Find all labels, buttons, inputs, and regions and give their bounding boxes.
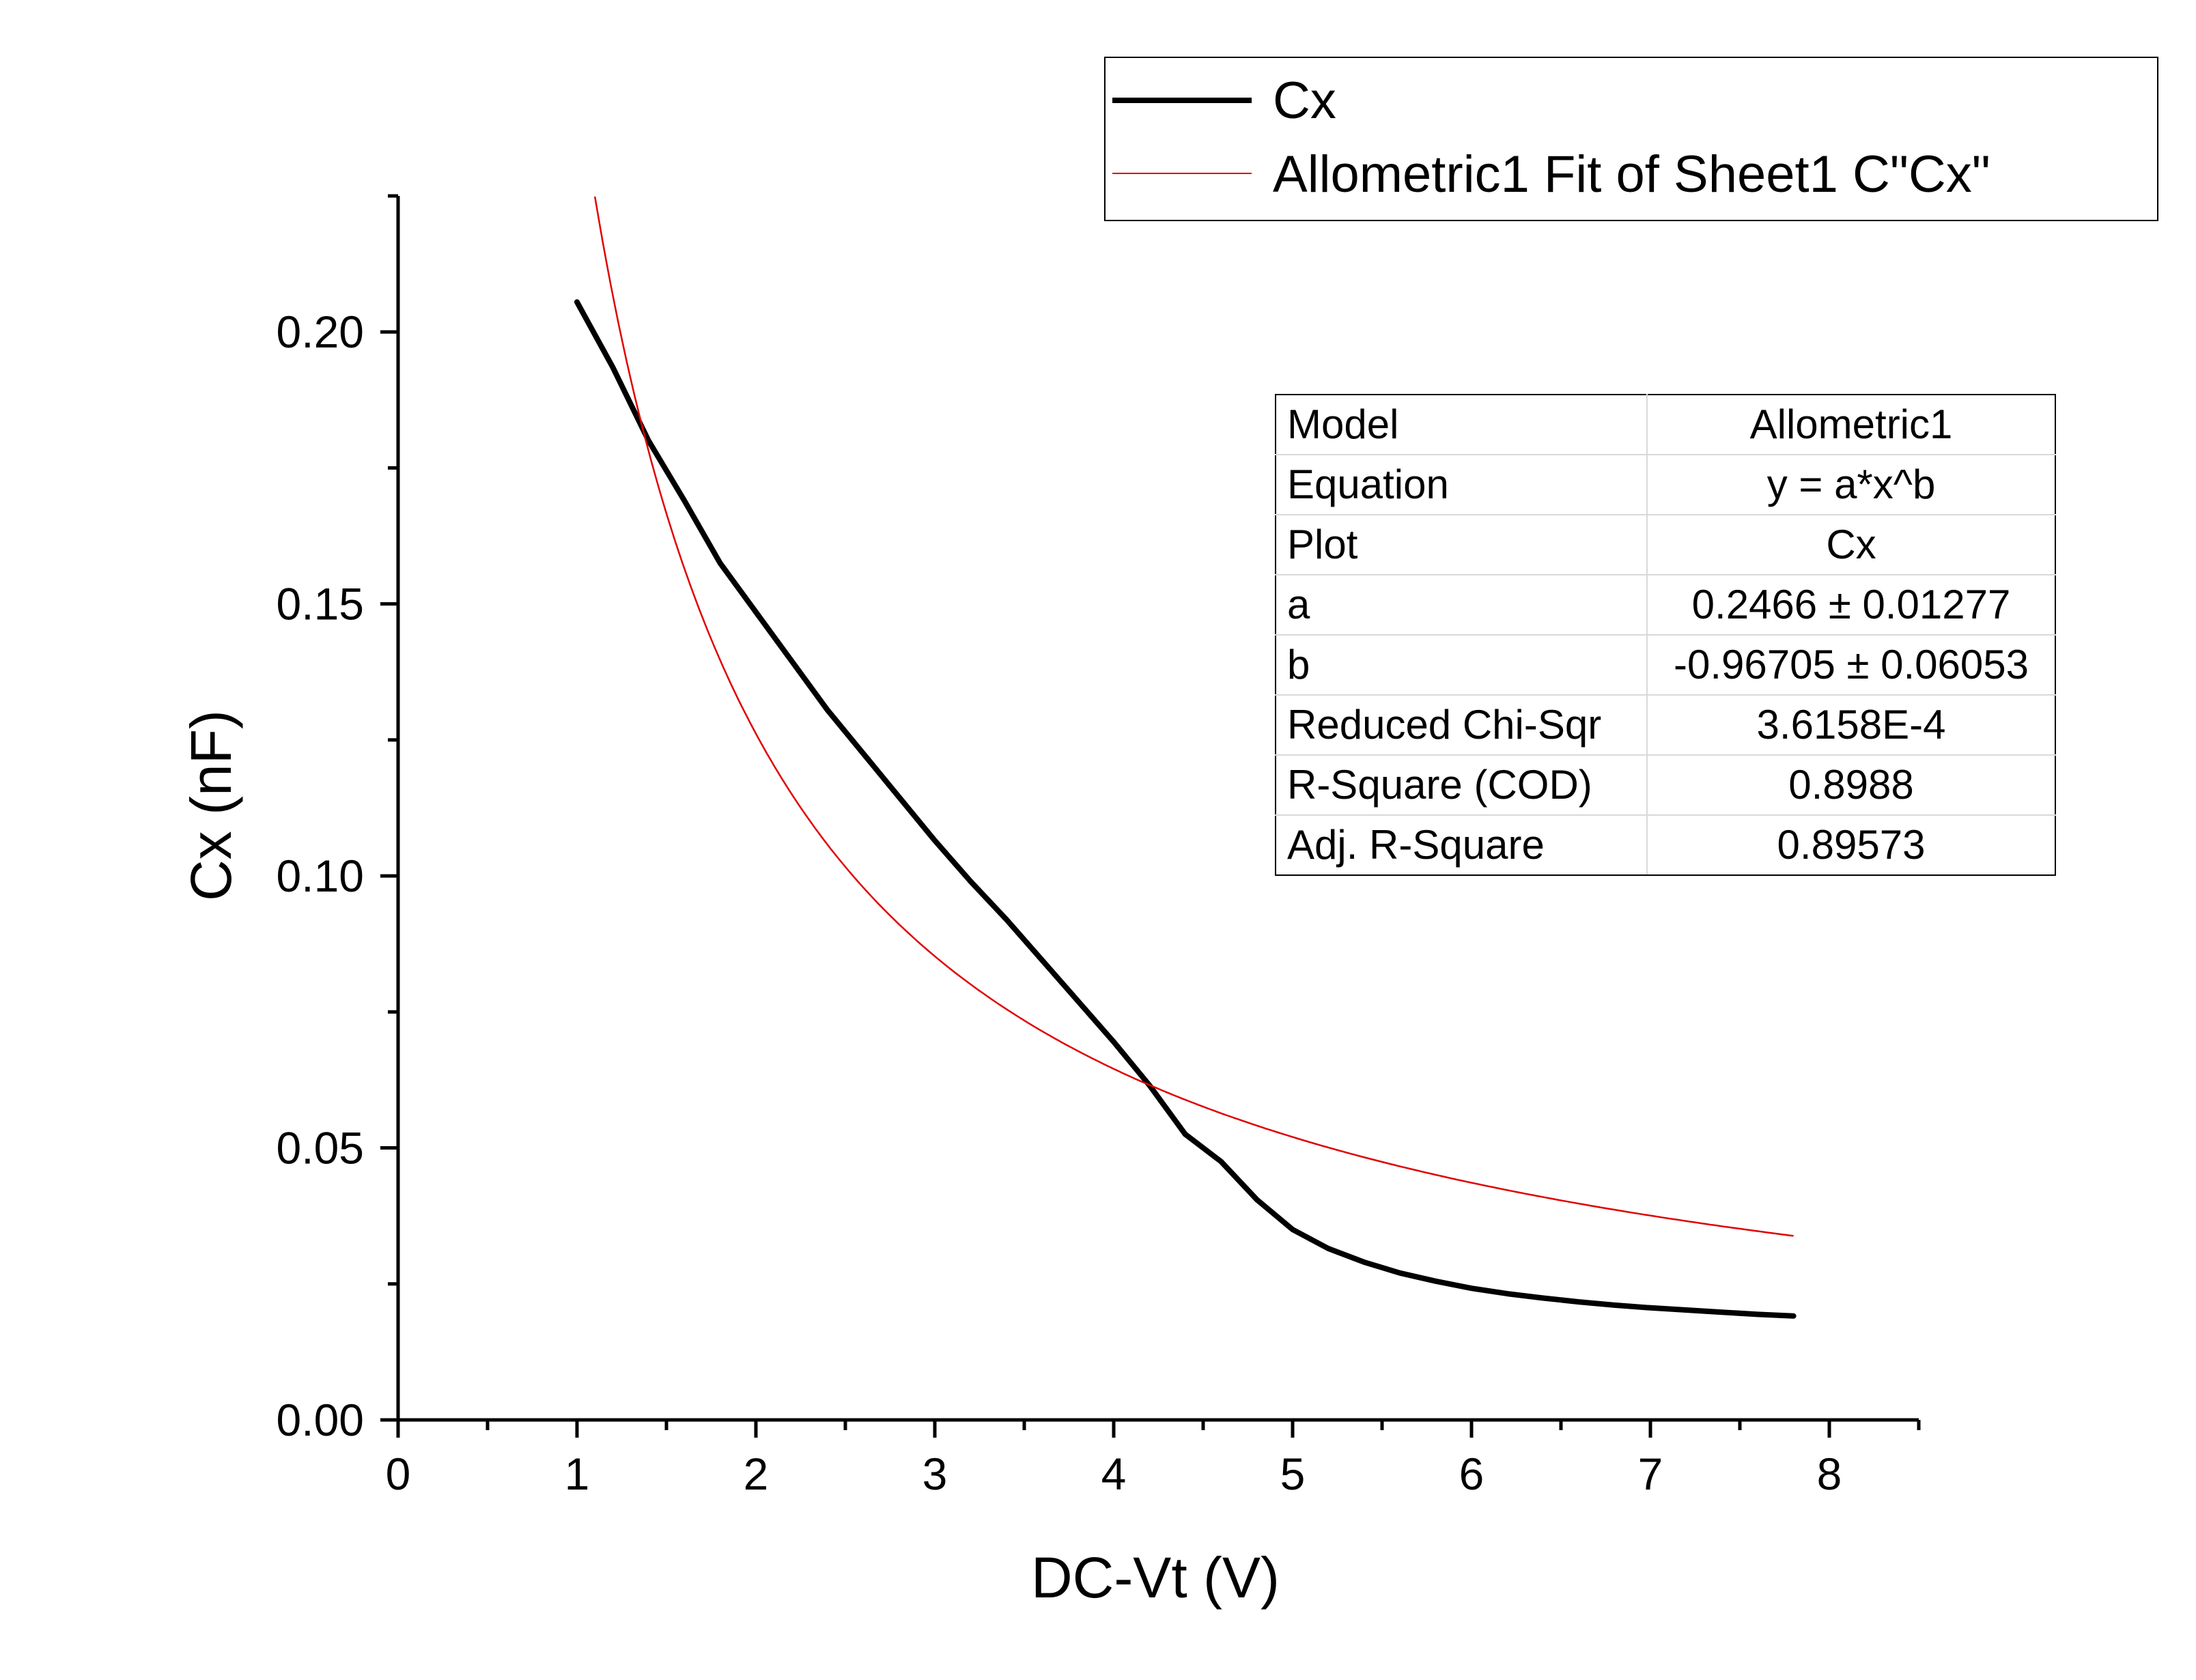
fit-table-row: b -0.96705 ± 0.06053 — [1275, 634, 2056, 696]
fit-table-key: Model — [1275, 394, 1648, 455]
fit-results-table: Model Allometric1 Equation y = a*x^b Plot Cx a… — [1275, 394, 2056, 876]
fit-table-value: Cx — [1646, 514, 2056, 575]
legend-label-cx: Cx — [1273, 72, 1336, 130]
legend-label-fit: Allometric1 Fit of Sheet1 C"Cx" — [1273, 145, 1990, 203]
fit-table-key: Adj. R-Square — [1275, 814, 1648, 876]
fit-table-key: b — [1275, 634, 1648, 696]
fit-table-row: Equation y = a*x^b — [1275, 454, 2056, 515]
fit-table-value: 0.8988 — [1646, 754, 2056, 816]
fit-table-value: 0.2466 ± 0.01277 — [1646, 574, 2056, 636]
y-tick-label: 0.20 — [277, 307, 364, 357]
y-tick-label: 0.00 — [277, 1395, 364, 1445]
fit-table-key: Plot — [1275, 514, 1648, 575]
x-tick-label: 5 — [1280, 1449, 1306, 1499]
fit-table-value: -0.96705 ± 0.06053 — [1646, 634, 2056, 696]
plot-curves — [574, 196, 1797, 1319]
x-tick-label: 0 — [386, 1449, 411, 1499]
fit-table-key: Reduced Chi-Sqr — [1275, 694, 1648, 756]
x-tick-label: 6 — [1459, 1449, 1484, 1499]
y-axis-label: Cx (nF) — [179, 710, 243, 901]
fit-table-value: 3.6158E-4 — [1646, 694, 2056, 756]
series-fit-line — [593, 196, 1794, 1237]
x-tick-label: 1 — [565, 1449, 590, 1499]
x-tick-label: 4 — [1101, 1449, 1127, 1499]
x-axis-label: DC-Vt (V) — [1031, 1546, 1280, 1610]
fit-table-value: 0.89573 — [1646, 814, 2056, 876]
fit-table-value: y = a*x^b — [1646, 454, 2056, 515]
fit-table-row: a 0.2466 ± 0.01277 — [1275, 574, 2056, 636]
axes: 0 1 2 3 4 5 6 7 8 0.00 0.05 0.10 0.15 0.20 — [277, 194, 1921, 1499]
x-tick-label: 3 — [923, 1449, 948, 1499]
x-tick-label: 8 — [1817, 1449, 1842, 1499]
fit-table-value: Allometric1 — [1646, 394, 2056, 455]
fit-table-row: Plot Cx — [1275, 514, 2056, 575]
x-tick-label: 7 — [1638, 1449, 1663, 1499]
y-tick-label: 0.10 — [277, 851, 364, 901]
x-tick-label: 2 — [744, 1449, 769, 1499]
fit-table-key: Equation — [1275, 454, 1648, 515]
series-cx-line — [574, 299, 1797, 1319]
fit-table-row: R-Square (COD) 0.8988 — [1275, 754, 2056, 816]
fit-table-row: Reduced Chi-Sqr 3.6158E-4 — [1275, 694, 2056, 756]
fit-table-row: Adj. R-Square 0.89573 — [1275, 814, 2056, 876]
fit-table-key: R-Square (COD) — [1275, 754, 1648, 816]
legend-swatch-cx — [1112, 98, 1252, 103]
legend-swatch-fit — [1112, 173, 1252, 174]
fit-table-row: Model Allometric1 — [1275, 394, 2056, 455]
fit-table-key: a — [1275, 574, 1648, 636]
y-tick-label: 0.15 — [277, 579, 364, 629]
y-tick-label: 0.05 — [277, 1123, 364, 1173]
legend: Cx Allometric1 Fit of Sheet1 C"Cx" — [1104, 57, 2158, 221]
